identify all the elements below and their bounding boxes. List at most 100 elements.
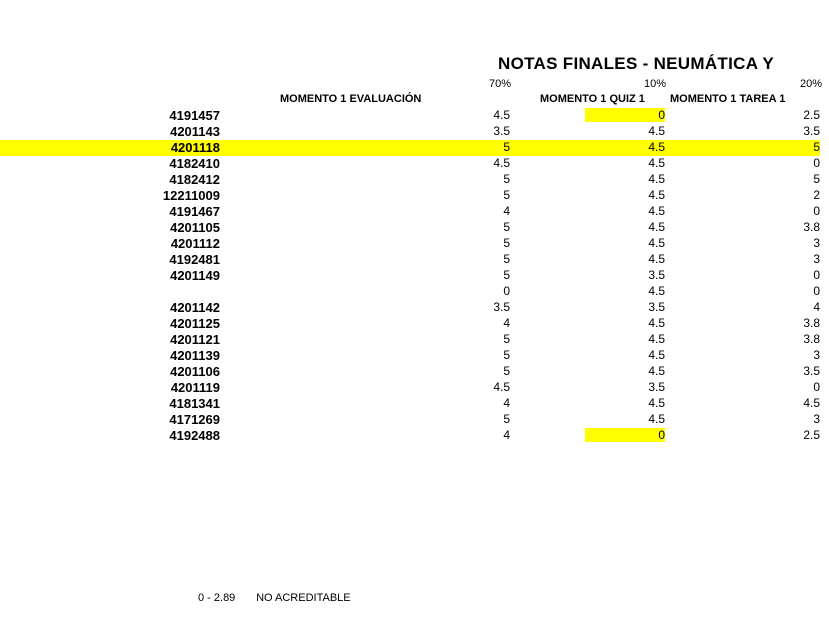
cell-eval: 3.5 <box>440 300 510 314</box>
cell-tarea: 0 <box>760 380 820 394</box>
header-tarea: MOMENTO 1 TAREA 1 <box>670 93 785 105</box>
cell-id: 4201142 <box>100 300 220 315</box>
cell-tarea: 3 <box>760 348 820 362</box>
cell-quiz: 0 <box>585 108 665 122</box>
cell-id: 4201119 <box>100 380 220 395</box>
cell-id: 4192481 <box>100 252 220 267</box>
cell-eval: 5 <box>440 140 510 154</box>
header-quiz: MOMENTO 1 QUIZ 1 <box>540 93 645 105</box>
cell-tarea: 2 <box>760 188 820 202</box>
header-eval: MOMENTO 1 EVALUACIÓN <box>280 93 421 105</box>
table-row: 4191467 4 4.5 0 <box>40 204 820 220</box>
cell-id: 4201149 <box>100 268 220 283</box>
table-row: 4201142 3.5 3.5 4 <box>40 300 820 316</box>
table-row: 4201112 5 4.5 3 <box>40 236 820 252</box>
cell-tarea: 0 <box>760 268 820 282</box>
cell-id: 4201106 <box>100 364 220 379</box>
cell-quiz: 4.5 <box>585 348 665 362</box>
cell-quiz: 4.5 <box>585 284 665 298</box>
table-row: 420112154.53.8 <box>40 332 820 348</box>
cell-id: 4201143 <box>100 124 220 139</box>
cell-tarea: 3.5 <box>760 364 820 378</box>
cell-quiz: 4.5 <box>585 316 665 330</box>
cell-tarea: 4.5 <box>760 396 820 410</box>
cell-tarea: 4 <box>760 300 820 314</box>
table-row: 4201139 5 4.5 3 <box>40 348 820 364</box>
cell-quiz: 3.5 <box>585 300 665 314</box>
table-row: 4201125 4 4.5 3.8 <box>40 316 820 332</box>
cell-id: 4201121 <box>100 332 220 347</box>
cell-id: 4191457 <box>100 108 220 123</box>
grades-table: 4191457 4.5 0 2.5 4201143 3.5 4.5 3.5 4201118 5 4.… <box>40 108 820 444</box>
cell-tarea: 5 <box>760 140 820 154</box>
table-row: 420110554.53.8 <box>40 220 820 236</box>
table-row: 4192488402.5 <box>40 428 820 444</box>
cell-quiz: 4.5 <box>585 252 665 266</box>
cell-tarea: 3 <box>760 236 820 250</box>
cell-quiz: 0 <box>585 428 665 442</box>
cell-id: 4201112 <box>100 236 220 251</box>
cell-tarea: 2.5 <box>760 108 820 122</box>
cell-quiz: 4.5 <box>585 188 665 202</box>
legend-row: 0 - 2.89 NO ACREDITABLE <box>198 592 351 604</box>
cell-tarea: 3 <box>760 412 820 426</box>
cell-eval: 5 <box>440 236 510 250</box>
cell-quiz: 4.5 <box>585 412 665 426</box>
cell-eval: 4 <box>440 204 510 218</box>
table-row: 1221100954.52 <box>40 188 820 204</box>
cell-id: 4182410 <box>100 156 220 171</box>
cell-tarea: 5 <box>760 172 820 186</box>
cell-eval: 3.5 <box>440 124 510 138</box>
table-row: 04.50 <box>40 284 820 300</box>
cell-quiz: 3.5 <box>585 268 665 282</box>
percent-quiz: 10% <box>644 78 666 90</box>
cell-tarea: 3.5 <box>760 124 820 138</box>
cell-quiz: 4.5 <box>585 332 665 346</box>
table-row: 4191457 4.5 0 2.5 <box>40 108 820 124</box>
cell-id: 4201118 <box>100 140 220 155</box>
cell-quiz: 4.5 <box>585 124 665 138</box>
table-row: 418134144.54.5 <box>40 396 820 412</box>
cell-eval: 4.5 <box>440 108 510 122</box>
table-row: 4201149 5 3.5 0 <box>40 268 820 284</box>
cell-id: 4182412 <box>100 172 220 187</box>
cell-eval: 4 <box>440 428 510 442</box>
legend-range: 0 - 2.89 <box>198 592 253 604</box>
cell-tarea: 3.8 <box>760 316 820 330</box>
cell-eval: 5 <box>440 268 510 282</box>
cell-id: 4181341 <box>100 396 220 411</box>
cell-eval: 5 <box>440 220 510 234</box>
cell-id: 4171269 <box>100 412 220 427</box>
table-row: 420110654.53.5 <box>40 364 820 380</box>
cell-quiz: 4.5 <box>585 140 665 154</box>
cell-id: 4191467 <box>100 204 220 219</box>
cell-id: 4201139 <box>100 348 220 363</box>
table-row: 4201118 5 4.5 5 <box>0 140 820 156</box>
percent-tarea: 20% <box>800 78 822 90</box>
table-row: 418241254.55 <box>40 172 820 188</box>
cell-eval: 5 <box>440 364 510 378</box>
cell-quiz: 4.5 <box>585 220 665 234</box>
cell-quiz: 4.5 <box>585 156 665 170</box>
cell-quiz: 4.5 <box>585 204 665 218</box>
cell-tarea: 0 <box>760 156 820 170</box>
cell-tarea: 0 <box>760 204 820 218</box>
page-title: NOTAS FINALES - NEUMÁTICA Y <box>498 54 774 74</box>
cell-id: 4192488 <box>100 428 220 443</box>
cell-eval: 4.5 <box>440 380 510 394</box>
cell-tarea: 3 <box>760 252 820 266</box>
cell-id: 4201125 <box>100 316 220 331</box>
legend-label: NO ACREDITABLE <box>256 592 351 604</box>
percent-eval: 70% <box>489 78 511 90</box>
cell-eval: 4.5 <box>440 156 510 170</box>
cell-eval: 0 <box>440 284 510 298</box>
cell-id: 4201105 <box>100 220 220 235</box>
cell-eval: 4 <box>440 316 510 330</box>
cell-quiz: 4.5 <box>585 236 665 250</box>
cell-eval: 4 <box>440 396 510 410</box>
cell-eval: 5 <box>440 348 510 362</box>
cell-eval: 5 <box>440 172 510 186</box>
table-row: 417126954.53 <box>40 412 820 428</box>
table-row: 4182410 4.5 4.5 0 <box>40 156 820 172</box>
cell-tarea: 0 <box>760 284 820 298</box>
